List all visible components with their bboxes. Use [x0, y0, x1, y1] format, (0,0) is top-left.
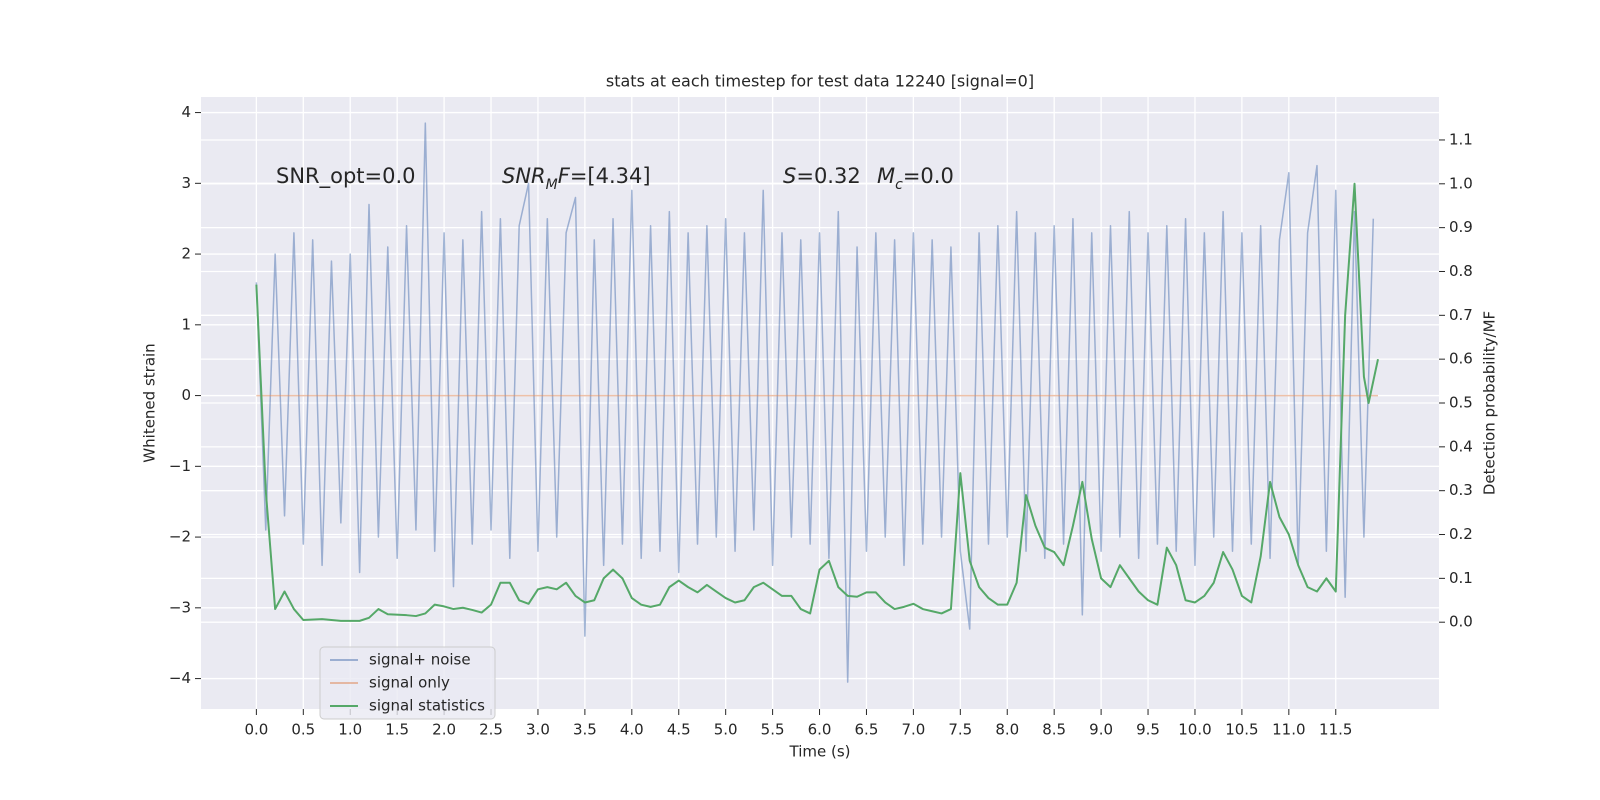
y2-tick-label: 0.4 [1449, 437, 1473, 455]
y-tick-label: 3 [181, 174, 191, 192]
x-tick-label: 4.5 [667, 721, 691, 739]
legend: signal+ noise signal only signal statistic… [319, 646, 496, 720]
y2-tick-label: 0.2 [1449, 525, 1473, 543]
x-tick-label: 11.5 [1319, 721, 1352, 739]
annotation-part: =0.0 [903, 164, 954, 188]
x-tick-label: 4.0 [620, 721, 644, 739]
y2-tick-label: 0.8 [1449, 262, 1473, 280]
y-tick-label: −1 [169, 457, 191, 475]
annotation-part: M [877, 164, 895, 188]
x-tick-label: 6.5 [855, 721, 879, 739]
x-tick-label: 8.0 [995, 721, 1019, 739]
y2-tick-label: 0.7 [1449, 306, 1473, 324]
y-tick-label: −2 [169, 528, 191, 546]
y-tick-label: 4 [181, 103, 191, 121]
annotation-part: SNR [502, 164, 546, 188]
y-tick-label: 0 [181, 386, 191, 404]
x-tick-label: 7.0 [901, 721, 925, 739]
x-tick-label: 0.0 [244, 721, 268, 739]
x-tick-label: 3.5 [573, 721, 597, 739]
x-tick-label: 1.5 [385, 721, 409, 739]
annotation: SNR_opt=0.0 [276, 164, 416, 189]
y2-tick-label: 0.9 [1449, 218, 1473, 236]
y-tick-label: −4 [169, 669, 191, 687]
x-tick-label: 2.0 [432, 721, 456, 739]
annotation-part: F [558, 164, 571, 188]
y-tick-label: −3 [169, 598, 191, 616]
y-tick-label: 1 [181, 315, 191, 333]
x-tick-label: 5.0 [714, 721, 738, 739]
chart-title: stats at each timestep for test data 122… [606, 72, 1034, 91]
series-line [255, 182, 1379, 622]
x-tick-label: 10.5 [1225, 721, 1258, 739]
annotation: Mc=0.0 [877, 164, 954, 193]
x-tick-label: 6.0 [808, 721, 832, 739]
annotation-part: M [546, 177, 558, 193]
annotation-part: =0.32 [796, 164, 860, 188]
annotation-part: =[4.34] [570, 164, 651, 188]
y2-tick-label: 0.6 [1449, 350, 1473, 368]
y2-tick-label: 1.0 [1449, 174, 1473, 192]
legend-label: signal+ noise [369, 651, 471, 669]
annotation: SNRMF=[4.34] [502, 164, 651, 193]
x-tick-label: 8.5 [1042, 721, 1066, 739]
y2-tick-label: 0.0 [1449, 613, 1473, 631]
x-tick-label: 11.0 [1272, 721, 1305, 739]
y2-tick-label: 0.1 [1449, 569, 1473, 587]
x-axis-label: Time (s) [789, 743, 851, 761]
series-line [255, 122, 1375, 683]
y2-tick-label: 0.3 [1449, 481, 1473, 499]
y-tick-label: 2 [181, 245, 191, 263]
x-tick-label: 9.0 [1089, 721, 1113, 739]
x-tick-label: 3.0 [526, 721, 550, 739]
legend-box [319, 646, 496, 720]
y2-tick-label: 0.5 [1449, 394, 1473, 412]
annotation-part: SNR_opt=0.0 [276, 164, 416, 189]
y2-axis-label: Detection probability/MF [1481, 311, 1499, 495]
legend-label: signal only [369, 674, 450, 692]
annotation-part: c [895, 177, 903, 193]
x-tick-label: 5.5 [761, 721, 785, 739]
x-tick-label: 7.5 [948, 721, 972, 739]
legend-label: signal statistics [369, 697, 485, 715]
x-tick-label: 9.5 [1136, 721, 1160, 739]
x-tick-label: 2.5 [479, 721, 503, 739]
annotation: S=0.32 [783, 164, 861, 188]
x-tick-label: 1.0 [338, 721, 362, 739]
annotation-part: S [783, 164, 796, 188]
x-tick-label: 10.0 [1178, 721, 1211, 739]
y-axis-label: Whitened strain [141, 343, 159, 462]
x-tick-label: 0.5 [291, 721, 315, 739]
y2-tick-label: 1.1 [1449, 130, 1473, 148]
